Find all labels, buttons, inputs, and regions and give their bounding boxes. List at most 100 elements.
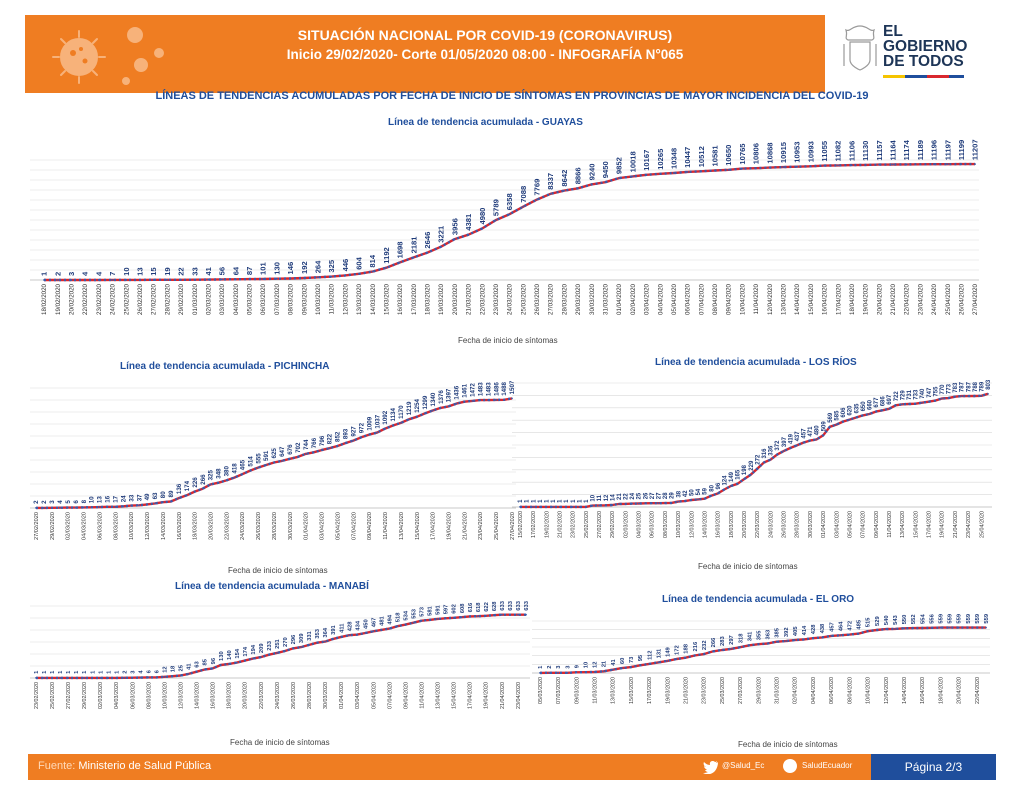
data-point [891, 163, 894, 166]
data-label: 64 [231, 266, 240, 275]
data-label: 130 [219, 651, 225, 661]
data-point [412, 621, 415, 624]
data-label: 543 [893, 614, 899, 624]
data-point [611, 504, 614, 506]
tick-label: 04/03/2020 [233, 283, 240, 315]
data-label: 37 [136, 494, 143, 501]
data-point [593, 671, 596, 673]
tick-label: 07/03/2020 [556, 677, 562, 704]
data-point [43, 506, 45, 509]
data-point [684, 656, 687, 659]
tick-label: 14/03/2020 [370, 283, 377, 315]
main-title: LÍNEAS DE TENDENCIAS ACUMULADAS POR FECH… [155, 90, 869, 102]
data-point [235, 661, 238, 664]
data-label: 41 [611, 658, 617, 665]
tick-label: 12/03/2020 [689, 511, 695, 538]
tick-label: 29/03/2020 [756, 677, 762, 704]
tick-label: 15/03/2020 [383, 283, 390, 315]
data-label: 11055 [820, 140, 829, 161]
data-point [392, 424, 394, 427]
data-label: 608 [460, 603, 466, 613]
data-point [604, 504, 607, 507]
facebook-handle[interactable]: SaludEcuador [802, 761, 853, 770]
data-label: 796 [319, 435, 326, 446]
data-point [539, 672, 541, 674]
data-point [179, 674, 182, 677]
data-point [431, 409, 434, 412]
tick-label: 13/03/2020 [611, 677, 617, 704]
data-point [766, 642, 769, 645]
tick-label: 11/03/2020 [329, 283, 336, 314]
data-point [975, 626, 978, 629]
series-line-dash [520, 392, 989, 509]
facebook-icon[interactable] [783, 759, 797, 773]
data-label: 729 [900, 390, 906, 401]
tick-label: 19/03/2020 [438, 283, 445, 315]
tick-label: 05/04/2020 [671, 283, 678, 315]
data-point [460, 616, 463, 619]
data-point [300, 646, 302, 648]
data-point [138, 504, 141, 507]
data-point [91, 677, 94, 679]
data-point [248, 278, 251, 280]
data-point [894, 627, 896, 630]
data-point [221, 278, 223, 281]
data-point [535, 198, 538, 201]
tick-label: 30/03/2020 [323, 682, 329, 709]
data-point [802, 441, 805, 444]
data-label: 471 [808, 426, 814, 437]
tick-label: 29/02/2020 [50, 512, 56, 540]
data-label: 172 [675, 645, 681, 655]
data-point [296, 456, 299, 458]
data-point [357, 272, 360, 275]
data-point [423, 412, 426, 415]
data-point [815, 438, 818, 441]
data-label: 1 [551, 499, 557, 503]
tick-label: 10/03/2020 [129, 512, 135, 540]
data-point [940, 397, 943, 400]
data-label: 10265 [656, 148, 665, 170]
tick-label: 02/03/2020 [206, 283, 213, 315]
tick-label: 06/04/2020 [685, 283, 692, 315]
tick-label: 02/03/2020 [66, 512, 72, 540]
data-label: 10915 [779, 141, 788, 163]
twitter-icon[interactable] [703, 760, 719, 774]
data-point [645, 173, 648, 176]
data-point [312, 451, 315, 454]
tick-label: 10/04/2020 [866, 677, 872, 704]
tick-label: 17/02/2020 [531, 511, 537, 538]
tick-label: 09/04/2020 [367, 512, 373, 540]
data-label: 2 [33, 500, 40, 504]
tick-label: 23/02/2020 [571, 511, 577, 538]
data-label: 154 [235, 648, 241, 658]
tick-label: 09/03/2020 [574, 677, 580, 704]
data-point [453, 238, 456, 240]
data-point [356, 633, 359, 636]
data-point [70, 279, 73, 281]
data-point [400, 422, 402, 424]
data-label: 604 [355, 256, 364, 269]
data-point [166, 278, 169, 281]
data-label: 2646 [423, 232, 432, 249]
data-label: 9240 [587, 163, 596, 180]
data-point [693, 654, 696, 657]
data-label: 1 [58, 670, 64, 674]
data-point [74, 506, 77, 509]
tick-label: 23/04/2020 [478, 512, 484, 540]
data-point [241, 473, 244, 476]
data-point [219, 664, 222, 666]
data-label: 10650 [724, 145, 733, 166]
data-label: 10 [89, 496, 96, 503]
data-point [59, 677, 61, 679]
data-point [557, 671, 560, 674]
data-label: 25 [637, 492, 643, 499]
twitter-handle[interactable]: @Salud_Ec [722, 761, 765, 770]
tick-label: 15/03/2020 [629, 677, 635, 704]
data-point [809, 439, 811, 442]
data-point [672, 172, 675, 174]
data-point [180, 278, 182, 281]
data-label: 59 [703, 487, 709, 494]
data-label: 11197 [943, 140, 952, 160]
data-point [618, 177, 620, 179]
data-point [147, 676, 150, 679]
